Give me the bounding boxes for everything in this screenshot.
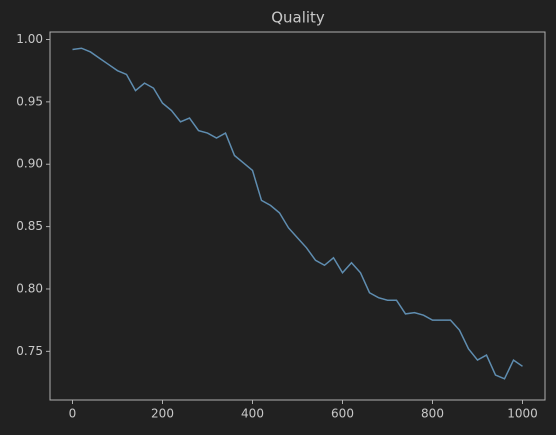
y-tick-label: 0.85 [16, 219, 43, 233]
y-tick-label: 1.00 [16, 32, 43, 46]
x-tick-label: 600 [331, 407, 354, 421]
x-tick-label: 400 [241, 407, 264, 421]
chart-title: Quality [271, 9, 325, 27]
y-tick-label: 0.75 [16, 344, 43, 358]
y-tick-label: 0.95 [16, 94, 43, 108]
y-tick-label: 0.80 [16, 281, 43, 295]
data-line [72, 47, 523, 380]
y-tick-label: 0.90 [16, 157, 43, 171]
x-tick-label: 200 [151, 407, 174, 421]
x-tick-label: 1000 [507, 407, 538, 421]
plot-frame [49, 31, 546, 401]
x-tick-label: 0 [69, 407, 77, 421]
x-tick-label: 800 [421, 407, 444, 421]
